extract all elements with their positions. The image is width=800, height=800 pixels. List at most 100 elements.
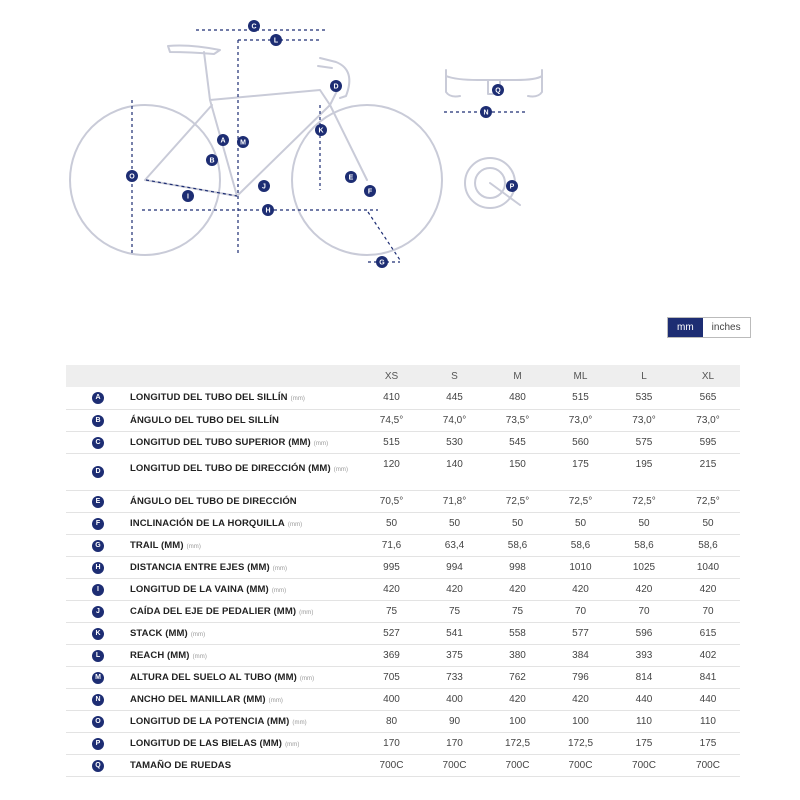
- row-name: REACH (MM): [130, 649, 190, 661]
- label-G-marker: [376, 256, 388, 268]
- label-Q-marker: [492, 84, 504, 96]
- row-unit: (mm): [299, 609, 314, 616]
- row-letter-badge: P: [92, 737, 104, 750]
- value-cell: 541: [423, 622, 486, 645]
- value-cell: 565: [676, 387, 740, 410]
- value-cell: 1040: [676, 556, 740, 579]
- row-letter-badge: L: [92, 649, 104, 662]
- row-name: LONGITUD DE LA POTENCIA (MM): [130, 715, 290, 727]
- row-name: INCLINACIÓN DE LA HORQUILLA: [130, 517, 285, 529]
- row-unit: (mm): [285, 741, 300, 748]
- label-L-marker: [270, 34, 282, 46]
- row-letter-badge: N: [92, 693, 104, 706]
- value-cell: 515: [360, 431, 423, 454]
- label-P-marker: [506, 180, 518, 192]
- row-name: LONGITUD DE LAS BIELAS (MM): [130, 737, 283, 749]
- inches-unit-button[interactable]: inches: [702, 318, 750, 337]
- value-cell: 420: [423, 578, 486, 601]
- label-H-marker: [262, 204, 274, 216]
- row-name: ÁNGULO DEL TUBO DE DIRECCIÓN: [130, 495, 297, 507]
- row-letter-badge: B: [92, 414, 104, 427]
- handlebar-outline: [319, 57, 351, 99]
- svg-text:A: A: [220, 138, 225, 145]
- table-row: P LONGITUD DE LAS BIELAS (MM) (mm) 170 170 17…: [66, 732, 740, 755]
- value-cell: 705: [360, 666, 423, 689]
- value-cell: 74,5°: [360, 409, 423, 432]
- row-name: ÁNGULO DEL TUBO DEL SILLÍN: [130, 414, 279, 426]
- svg-text:B: B: [209, 158, 214, 165]
- value-cell: 700C: [423, 754, 486, 777]
- row-unit: (mm): [287, 521, 303, 528]
- value-cell: 420: [549, 578, 612, 601]
- rear-wheel-outline: [69, 104, 221, 256]
- value-cell: 120: [360, 453, 423, 491]
- mm-unit-button[interactable]: mm: [668, 318, 703, 337]
- label-O-marker: [126, 170, 138, 182]
- size-header: XS: [360, 365, 423, 387]
- svg-text:C: C: [251, 24, 256, 31]
- value-cell: 440: [612, 688, 676, 711]
- value-cell: 73,0°: [676, 409, 740, 432]
- svg-text:F: F: [368, 189, 373, 196]
- value-cell: 175: [549, 453, 612, 491]
- table-row: E ÁNGULO DEL TUBO DE DIRECCIÓN 70,5° 71,8° 7…: [66, 490, 740, 513]
- value-cell: 796: [549, 666, 612, 689]
- size-header: M: [486, 365, 549, 387]
- value-cell: 70,5°: [360, 490, 423, 513]
- front-wheel-outline: [291, 104, 443, 256]
- unit-toggle: mm inches: [667, 317, 751, 338]
- value-cell: 420: [612, 578, 676, 601]
- value-cell: 558: [486, 622, 549, 645]
- value-cell: 74,0°: [423, 409, 486, 432]
- svg-text:I: I: [187, 194, 189, 201]
- table-row: M ALTURA DEL SUELO AL TUBO (MM) (mm) 705 733…: [66, 666, 740, 689]
- value-cell: 58,6: [612, 534, 676, 557]
- table-row: N ANCHO DEL MANILLAR (MM) (mm) 400 400 420 420…: [66, 688, 740, 711]
- bike-geometry-diagram: C L D A M K B O E J F I H G Q N P: [69, 20, 543, 268]
- value-cell: 215: [676, 453, 740, 491]
- row-unit: (mm): [272, 565, 288, 572]
- table-row: H DISTANCIA ENTRE EJES (MM) (mm) 995 994 998 1…: [66, 556, 740, 579]
- row-name: ALTURA DEL SUELO AL TUBO (MM): [130, 671, 297, 683]
- table-row: I LONGITUD DE LA VAINA (MM) (mm) 420 420 420 4…: [66, 578, 740, 601]
- value-cell: 535: [612, 387, 676, 410]
- svg-text:K: K: [318, 128, 323, 135]
- value-cell: 545: [486, 431, 549, 454]
- svg-text:O: O: [129, 174, 135, 181]
- value-cell: 700C: [676, 754, 740, 777]
- table-row: L REACH (MM) (mm) 369 375 380 384 393 402: [66, 644, 740, 667]
- row-letter-badge: K: [92, 627, 104, 640]
- handlebar-front-view: [445, 69, 543, 98]
- value-cell: 530: [423, 431, 486, 454]
- svg-text:M: M: [240, 140, 246, 147]
- row-unit: (mm): [190, 631, 206, 638]
- value-cell: 100: [549, 710, 612, 733]
- row-letter-badge: F: [92, 517, 104, 530]
- value-cell: 50: [612, 512, 676, 535]
- value-cell: 75: [360, 600, 423, 623]
- value-cell: 73,5°: [486, 409, 549, 432]
- value-cell: 575: [612, 431, 676, 454]
- size-header: L: [612, 365, 676, 387]
- stem-outline: [317, 65, 333, 69]
- value-cell: 400: [360, 688, 423, 711]
- value-cell: 998: [486, 556, 549, 579]
- value-cell: 63,4: [423, 534, 486, 557]
- value-cell: 175: [612, 732, 676, 755]
- value-cell: 841: [676, 666, 740, 689]
- value-cell: 73,0°: [612, 409, 676, 432]
- table-row: C LONGITUD DEL TUBO SUPERIOR (MM) (mm) 515 5…: [66, 431, 740, 454]
- row-name: LONGITUD DEL TUBO DE DIRECCIÓN (MM): [130, 462, 331, 474]
- value-cell: 410: [360, 387, 423, 410]
- value-cell: 393: [612, 644, 676, 667]
- value-cell: 596: [612, 622, 676, 645]
- value-cell: 75: [486, 600, 549, 623]
- value-cell: 814: [612, 666, 676, 689]
- value-cell: 172,5: [549, 732, 612, 755]
- value-cell: 420: [549, 688, 612, 711]
- value-cell: 445: [423, 387, 486, 410]
- table-row: D LONGITUD DEL TUBO DE DIRECCIÓN (MM) (mm)…: [66, 453, 740, 491]
- row-letter-badge: A: [92, 392, 104, 405]
- svg-text:H: H: [265, 208, 270, 215]
- value-cell: 995: [360, 556, 423, 579]
